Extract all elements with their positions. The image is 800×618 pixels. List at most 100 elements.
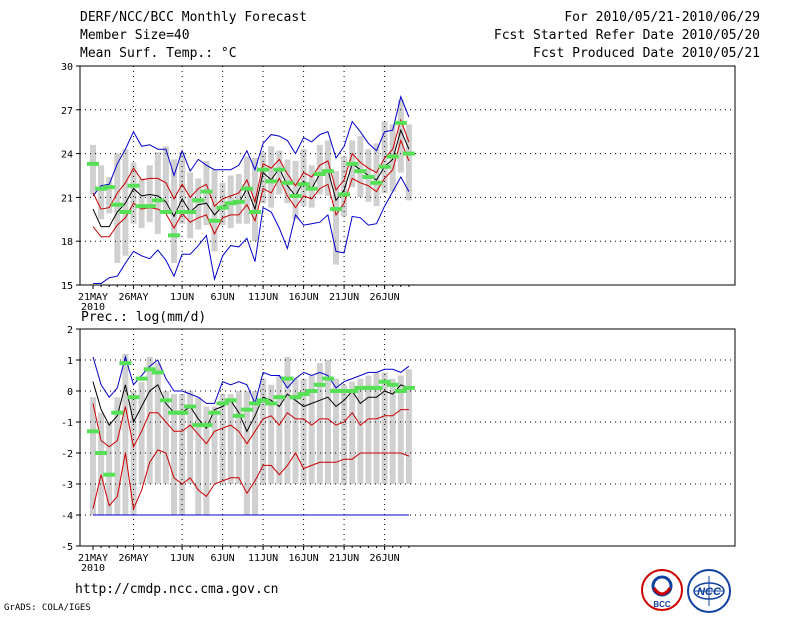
obs-marker: [402, 151, 415, 156]
y-tick-label: 30: [61, 62, 73, 73]
obs-marker: [240, 407, 253, 412]
obs-marker: [111, 410, 124, 415]
y-tick-label: -5: [61, 542, 73, 553]
spread-box: [106, 176, 113, 214]
bcc-logo-text: BCC: [653, 600, 671, 609]
x-tick-label: 21MAY: [78, 292, 108, 303]
obs-marker: [313, 382, 326, 387]
obs-marker: [338, 389, 351, 393]
obs-marker: [168, 233, 180, 238]
x-tick-label: 26MAY: [118, 553, 148, 564]
obs-marker: [370, 180, 383, 185]
x-tick-label: 11JUN: [248, 292, 278, 303]
x-tick-label: 1JUN: [170, 292, 194, 303]
obs-marker: [321, 169, 334, 174]
spread-box: [276, 375, 283, 484]
x-tick-year-label: 2010: [81, 302, 105, 313]
source-url[interactable]: http://cmdp.ncc.cma.gov.cn: [75, 582, 279, 597]
spread-box: [260, 152, 267, 204]
spread-box: [333, 171, 339, 265]
obs-marker: [362, 385, 375, 390]
obs-marker: [240, 186, 253, 191]
obs-marker: [103, 185, 116, 190]
spread-box: [284, 356, 291, 484]
spread-box: [316, 363, 323, 484]
spread-box: [98, 412, 105, 515]
obs-marker: [176, 410, 189, 415]
obs-marker: [176, 210, 189, 214]
obs-marker: [378, 164, 391, 169]
obs-marker: [200, 189, 213, 194]
spread-box: [179, 152, 186, 224]
obs-marker: [151, 198, 164, 203]
spread-box: [405, 124, 412, 201]
spread-box: [90, 397, 96, 515]
spread-box: [300, 378, 307, 484]
spread-box: [365, 375, 372, 484]
obs-marker: [370, 385, 383, 390]
spread-box: [381, 121, 388, 194]
spread-box: [162, 146, 169, 214]
spread-box: [389, 378, 396, 484]
obs-marker: [297, 392, 310, 397]
spread-box: [162, 391, 169, 484]
spread-box: [333, 378, 339, 484]
obs-marker: [378, 379, 391, 384]
series-mean-line: [92, 381, 410, 433]
spread-box: [292, 378, 299, 484]
obs-marker: [119, 361, 132, 366]
spread-box: [405, 369, 412, 484]
spread-box: [349, 381, 356, 484]
series-p50-line: [92, 449, 410, 511]
forecast-started-date: Fcst Started Refer Date 2010/05/20: [493, 28, 760, 43]
spread-box: [114, 153, 121, 264]
spread-box: [381, 372, 388, 484]
obs-marker: [216, 401, 229, 406]
spread-box: [357, 136, 364, 198]
forecast-period: For 2010/05/21-2010/06/29: [564, 10, 760, 25]
spread-box: [308, 165, 315, 208]
obs-marker: [249, 401, 261, 406]
spread-box: [243, 391, 250, 515]
obs-marker: [127, 395, 140, 400]
y-tick-label: 24: [61, 150, 73, 161]
obs-marker: [184, 210, 197, 214]
obs-marker: [159, 398, 172, 403]
spread-box: [324, 140, 331, 196]
y-tick-label: 18: [61, 237, 73, 248]
spread-box: [219, 182, 226, 226]
variable-label-prec: Prec.: log(mm/d): [81, 310, 206, 325]
member-size: Member Size=40: [80, 28, 190, 43]
obs-marker: [143, 204, 156, 209]
obs-marker: [192, 198, 205, 203]
x-tick-label: 6JUN: [211, 553, 235, 564]
bcc-logo: BCC: [641, 569, 683, 611]
x-tick-label: 16JUN: [289, 553, 319, 564]
spread-box: [138, 381, 145, 484]
obs-marker: [386, 382, 399, 387]
obs-marker: [281, 180, 294, 185]
obs-marker: [143, 367, 156, 372]
spread-box: [292, 160, 299, 220]
obs-marker: [313, 172, 326, 177]
spread-box: [187, 391, 194, 484]
spread-box: [235, 391, 242, 484]
obs-marker: [289, 193, 302, 198]
x-tick-label: 26JUN: [370, 292, 400, 303]
obs-marker: [330, 207, 342, 212]
ncc-logo-text: NCC: [697, 586, 722, 598]
spread-box: [154, 152, 161, 234]
obs-marker: [305, 389, 318, 393]
obs-marker: [257, 167, 270, 172]
y-tick-label: 0: [67, 387, 73, 398]
spread-box: [130, 162, 137, 224]
y-tick-label: 27: [61, 106, 73, 117]
obs-marker: [330, 389, 342, 393]
obs-marker: [135, 204, 148, 209]
spread-box: [90, 144, 96, 195]
obs-marker: [232, 199, 245, 204]
obs-marker: [249, 210, 261, 214]
spread-box: [98, 165, 105, 220]
obs-marker: [192, 423, 205, 428]
spread-box: [397, 375, 404, 484]
